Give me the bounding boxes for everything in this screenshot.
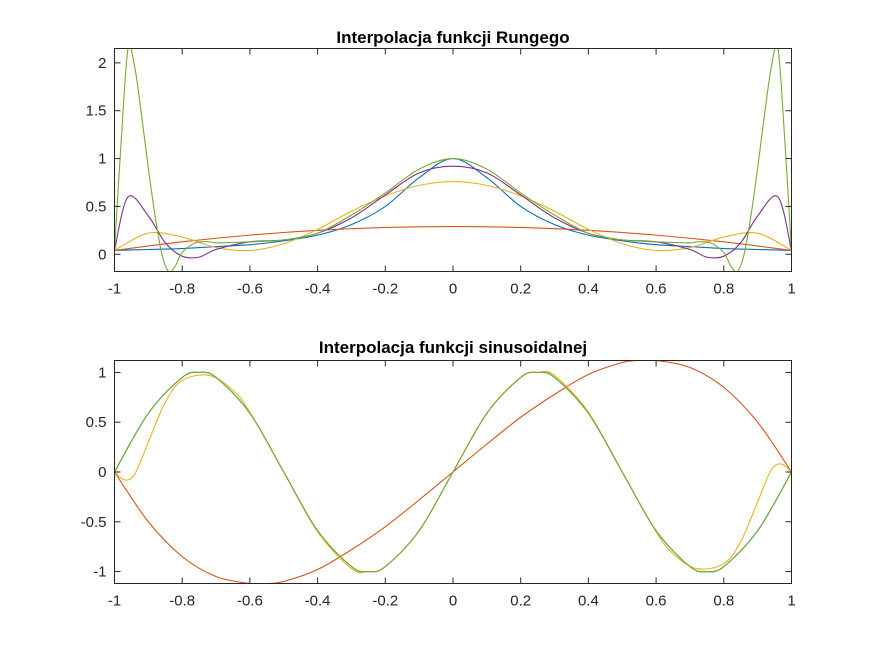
runge-x-tick-label: -1 [108,281,121,298]
runge-chart-title: Interpolacja funkcji Rungego [336,28,569,47]
runge-axes: Interpolacja funkcji Rungego -1 -0.8 -0.6-… [86,28,796,298]
sine-x-tick-label: -0.8 [169,593,195,610]
runge-x-tick-label: 0.8 [713,281,734,298]
runge-plot-area [114,48,792,272]
runge-y-tick-label: 1.5 [86,103,107,120]
runge-x-tick-label: -0.4 [305,281,331,298]
runge-x-tick-label: 0.6 [646,281,667,298]
runge-ticks: -1 -0.8 -0.6 -0.4 -0.2 0 0.2 0.4 0.6 0.8 1 0 0.5 1 1.5… [86,48,796,298]
sine-y-tick-label: -0.5 [81,514,107,531]
sine-y-tick-label: 0.5 [86,414,107,431]
sine-x-tick-label: -0.6 [237,593,263,610]
sine-y-tick-label: -1 [93,564,106,581]
runge-series-line-4 [114,165,792,259]
sine-plot-area [114,360,792,584]
sine-x-tick-label: 0.2 [510,593,531,610]
runge-x-tick-label: 0.4 [578,281,599,298]
sine-x-tick-label: 0.4 [578,593,599,610]
sine-axes: Interpolacja funkcji sinusoidalnej -1 -0.… [81,338,796,610]
sine-x-tick-label: 0 [449,593,457,610]
runge-series-line-2 [114,225,792,251]
runge-series-line-5 [114,48,792,272]
runge-x-tick-label: -0.8 [169,281,195,298]
runge-y-tick-label: 0.5 [86,198,107,215]
runge-x-tick-label: -0.6 [237,281,263,298]
sine-ticks: -1 -0.8 -0.6 -0.4 -0.2 0 0.2 0.4 0.6 0.8 1 -1 -0.5 0 0… [81,360,796,610]
runge-x-tick-label: 1 [787,281,795,298]
runge-series-line-3 [114,180,792,252]
runge-series-line-1 [114,158,792,251]
runge-x-tick-label: 0 [449,281,457,298]
sine-series-line-4 [114,371,792,573]
sine-x-tick-label: 0.8 [713,593,734,610]
sine-x-tick-label: -1 [108,593,121,610]
runge-x-tick-label: 0.2 [510,281,531,298]
sine-x-tick-label: -0.4 [305,593,331,610]
runge-y-tick-label: 2 [98,55,106,72]
sine-y-tick-label: 1 [98,364,106,381]
runge-x-tick-label: -0.2 [372,281,398,298]
sine-x-tick-label: 1 [787,593,795,610]
sine-x-tick-label: 0.6 [646,593,667,610]
sine-x-tick-label: -0.2 [372,593,398,610]
sine-chart-title: Interpolacja funkcji sinusoidalnej [319,338,587,357]
runge-y-tick-label: 0 [98,246,106,263]
runge-y-tick-label: 1 [98,151,106,168]
sine-y-tick-label: 0 [98,464,106,481]
